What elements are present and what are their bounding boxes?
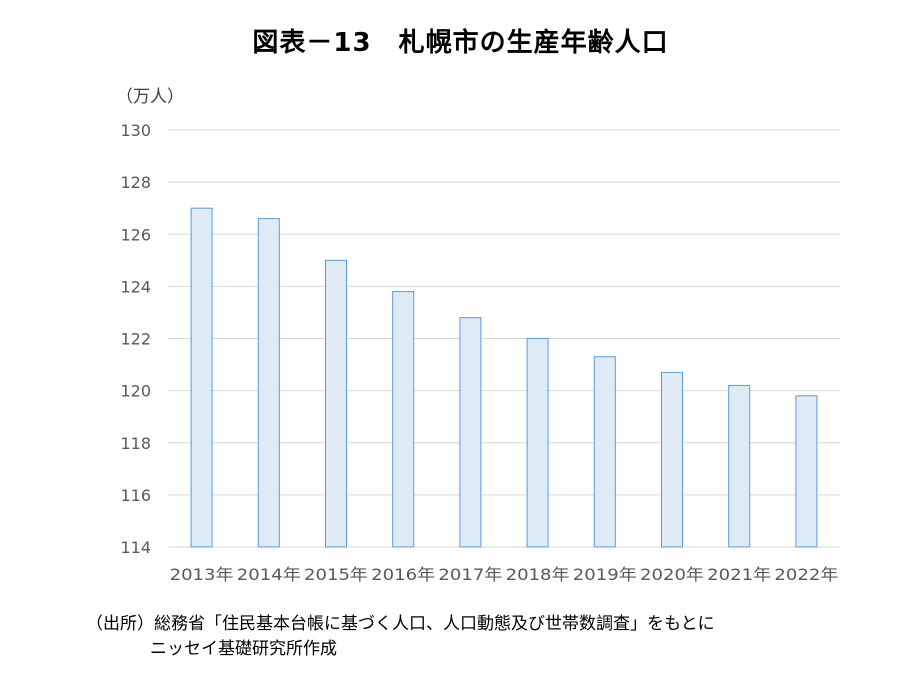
source-note: （出所）総務省「住民基本台帳に基づく人口、人口動態及び世帯数調査」をもとに ニッ… <box>86 612 715 662</box>
chart-title: 図表－13 札幌市の生産年齢人口 <box>252 28 669 58</box>
y-tick-label: 114 <box>120 538 151 557</box>
x-tick-label: 2022年 <box>774 565 838 584</box>
x-axis-ticks: 2013年 2014年 2015年 2016年 2017年 2018年 2019年 2020年… <box>170 565 839 584</box>
x-tick-label: 2014年 <box>237 565 301 584</box>
bar-2020年 <box>661 371 683 548</box>
x-tick-label: 2013年 <box>170 565 234 584</box>
y-tick-label: 120 <box>120 382 151 401</box>
y-tick-label: 124 <box>120 277 151 296</box>
bar-2013年 <box>190 207 213 548</box>
bar-2014年 <box>257 218 280 548</box>
source-line-2: ニッセイ基礎研究所作成 <box>150 639 337 659</box>
y-tick-label: 122 <box>120 330 151 349</box>
y-tick-label: 130 <box>120 121 151 140</box>
x-tick-label: 2020年 <box>640 565 704 584</box>
y-axis-unit-label: （万人） <box>116 87 184 107</box>
x-tick-label: 2021年 <box>707 565 771 584</box>
x-tick-label: 2018年 <box>506 565 570 584</box>
y-tick-label: 116 <box>120 486 151 505</box>
bars <box>190 207 818 548</box>
bar-2018年 <box>526 338 549 548</box>
bar-2017年 <box>459 317 482 548</box>
source-line-1: （出所）総務省「住民基本台帳に基づく人口、人口動態及び世帯数調査」をもとに <box>86 614 715 634</box>
bar-2021年 <box>728 384 751 548</box>
bar-2019年 <box>593 356 616 548</box>
grid-lines <box>168 129 840 548</box>
y-axis-ticks: 114 116 118 120 122 124 126 128 130 <box>120 121 151 557</box>
x-tick-label: 2017年 <box>438 565 502 584</box>
y-tick-label: 126 <box>120 225 151 244</box>
y-tick-label: 118 <box>120 434 151 453</box>
x-tick-label: 2016年 <box>371 565 435 584</box>
x-tick-label: 2015年 <box>304 565 368 584</box>
y-tick-label: 128 <box>120 173 151 192</box>
bar-2015年 <box>325 259 347 548</box>
bar-2022年 <box>795 395 818 548</box>
x-tick-label: 2019年 <box>573 565 637 584</box>
bar-2016年 <box>392 291 415 548</box>
